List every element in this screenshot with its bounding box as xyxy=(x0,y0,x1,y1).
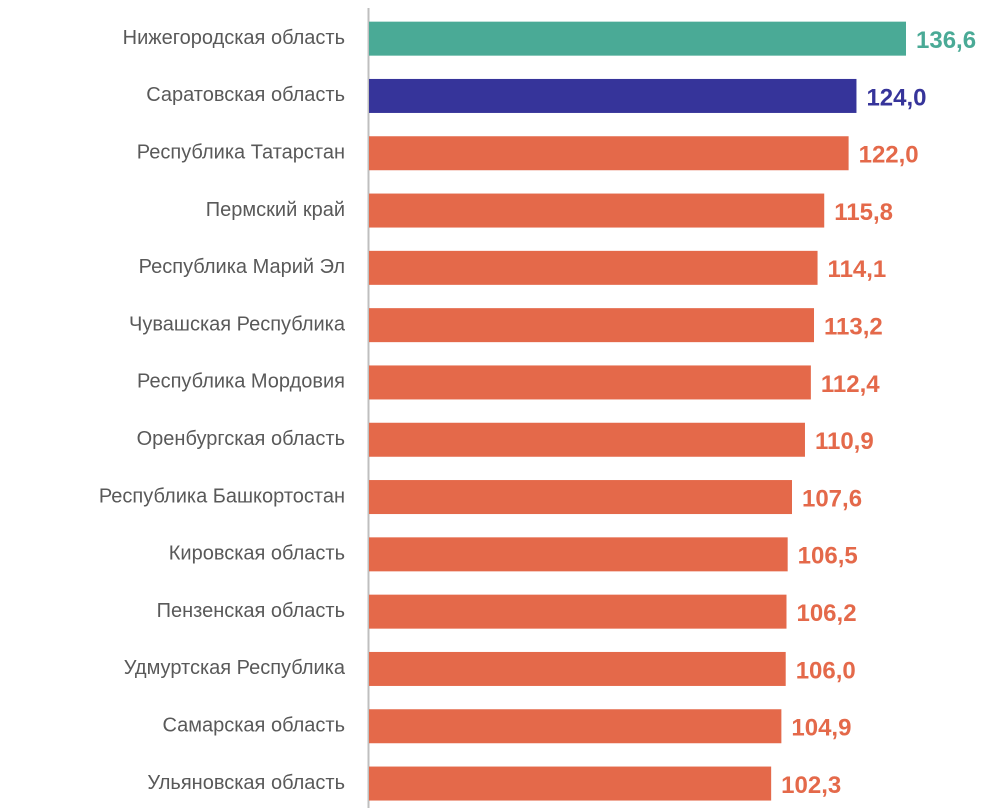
bar xyxy=(369,193,825,228)
data-label: 114,1 xyxy=(828,256,887,283)
bar xyxy=(369,709,782,744)
data-label: 110,9 xyxy=(815,428,874,455)
data-label: 124,0 xyxy=(866,84,926,111)
bar xyxy=(369,136,849,171)
bar xyxy=(369,308,815,343)
category-label: Саратовская область xyxy=(146,84,345,106)
category-label: Нижегородская область xyxy=(123,27,345,49)
category-label: Чувашская Республика xyxy=(129,313,346,335)
bar xyxy=(369,250,818,285)
bar xyxy=(369,766,772,801)
category-label: Республика Татарстан xyxy=(137,142,345,164)
data-label: 115,8 xyxy=(834,199,893,226)
category-label: Ульяновская область xyxy=(147,772,345,794)
category-label: Удмуртская Республика xyxy=(124,657,346,679)
category-label: Оренбургская область xyxy=(137,428,345,450)
category-label: Самарская область xyxy=(162,715,345,737)
category-label: Пермский край xyxy=(206,199,345,221)
bar xyxy=(369,365,811,400)
data-label: 106,0 xyxy=(796,657,856,684)
bar xyxy=(369,78,857,113)
bar xyxy=(369,651,786,686)
data-label: 102,3 xyxy=(781,772,841,799)
data-label: 122,0 xyxy=(859,142,919,169)
bar xyxy=(369,21,906,56)
data-label: 107,6 xyxy=(802,485,862,512)
data-label: 104,9 xyxy=(791,715,851,742)
data-label: 136,6 xyxy=(916,27,976,54)
data-label: 112,4 xyxy=(821,371,880,398)
bar xyxy=(369,537,788,572)
category-label: Республика Башкортостан xyxy=(99,485,345,507)
category-label: Республика Мордовия xyxy=(137,371,345,393)
bar xyxy=(369,422,805,457)
data-label: 106,2 xyxy=(796,600,856,627)
bar xyxy=(369,480,792,515)
category-label: Республика Марий Эл xyxy=(139,256,345,278)
data-label: 113,2 xyxy=(824,313,883,340)
category-label: Пензенская область xyxy=(157,600,345,622)
category-label: Кировская область xyxy=(169,543,345,565)
data-label: 106,5 xyxy=(798,543,858,570)
bar xyxy=(369,594,787,629)
